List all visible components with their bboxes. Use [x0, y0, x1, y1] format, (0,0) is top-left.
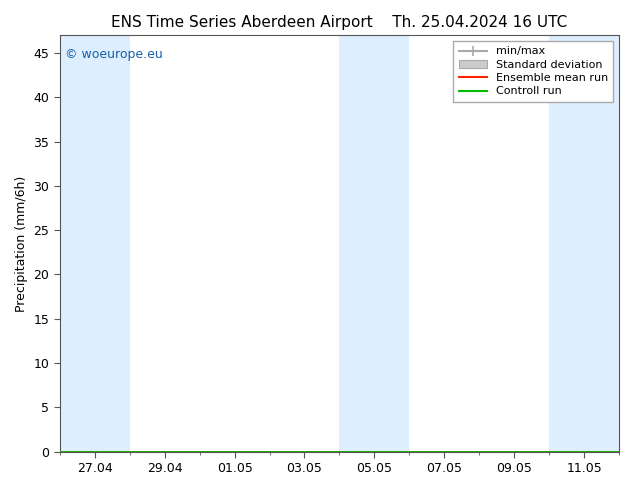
Y-axis label: Precipitation (mm/6h): Precipitation (mm/6h): [15, 175, 28, 312]
Legend: min/max, Standard deviation, Ensemble mean run, Controll run: min/max, Standard deviation, Ensemble me…: [453, 41, 614, 102]
Title: ENS Time Series Aberdeen Airport    Th. 25.04.2024 16 UTC: ENS Time Series Aberdeen Airport Th. 25.…: [112, 15, 567, 30]
Bar: [339, 35, 410, 452]
Text: © woeurope.eu: © woeurope.eu: [65, 48, 163, 61]
Bar: [60, 35, 130, 452]
Bar: [549, 35, 619, 452]
